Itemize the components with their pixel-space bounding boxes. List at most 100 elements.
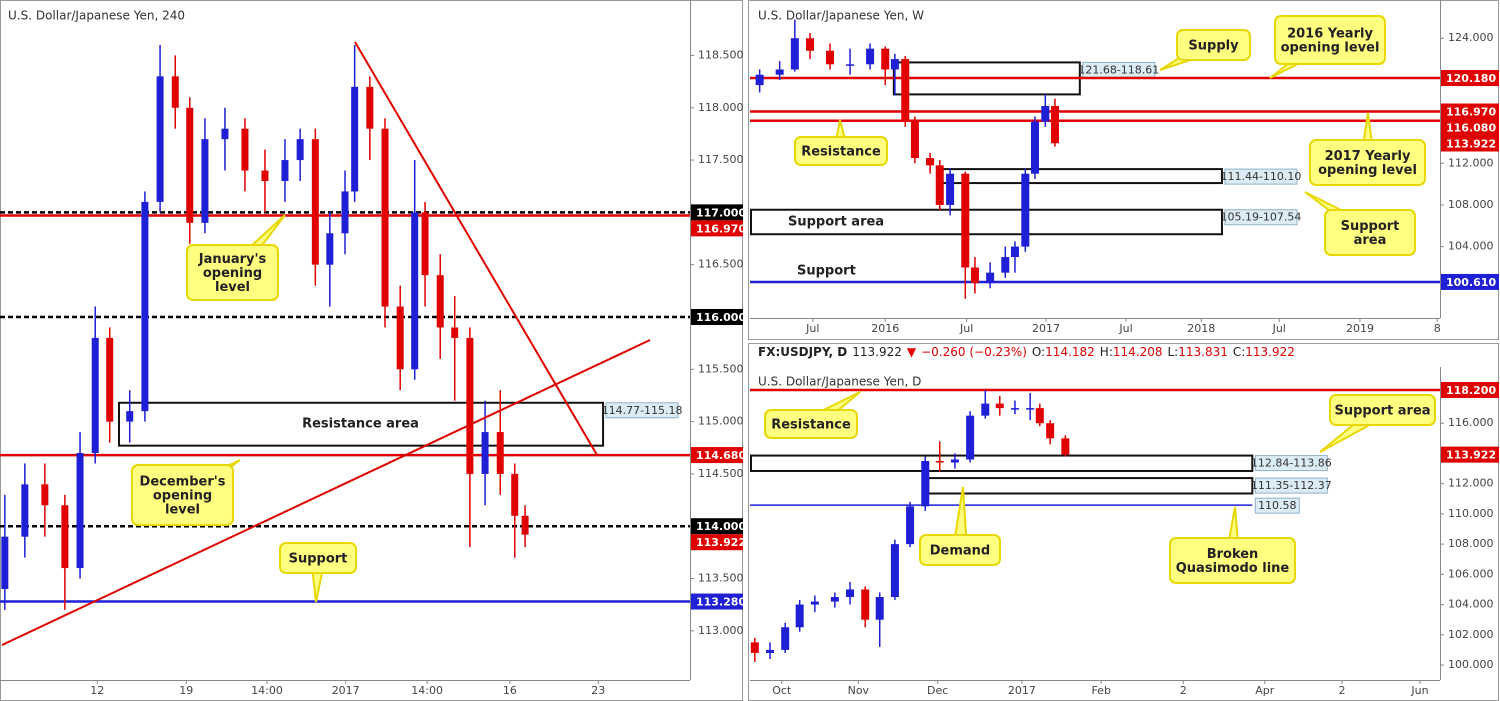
- candle-body: [1041, 105, 1050, 122]
- callout-text: December's: [140, 475, 226, 490]
- candle-body: [296, 139, 304, 161]
- x-tick-label: Nov: [848, 684, 870, 697]
- price-tag-label: 114.000: [696, 520, 746, 533]
- callout: Resistance: [794, 119, 888, 166]
- x-tick-label: 19: [179, 684, 193, 697]
- candle-body: [790, 38, 799, 70]
- price-tag: 114.000: [691, 518, 746, 535]
- candle-body: [970, 267, 979, 284]
- y-tick-label: 106.000: [1448, 567, 1494, 580]
- candle-body: [795, 604, 804, 628]
- y-tick-label: 113.000: [698, 624, 744, 637]
- candle-body: [921, 461, 930, 507]
- price-tag-label: 116.000: [696, 311, 746, 324]
- price-tag-label: 113.922: [1446, 449, 1496, 462]
- callout-box: [131, 464, 234, 526]
- callout-text: Broken: [1207, 547, 1259, 562]
- level-tag: 110.58: [1254, 497, 1300, 514]
- zone-tag-box: [1254, 455, 1328, 472]
- price-tag: 114.680: [691, 447, 746, 464]
- zone-tag-label: 112.84-113.86: [1251, 457, 1332, 470]
- price-tag-label: 120.180: [1446, 72, 1496, 85]
- price-tag-box: [1441, 135, 1499, 152]
- x-tick-label: 14:00: [411, 684, 443, 697]
- x-tick-label: Jun: [1410, 684, 1428, 697]
- candle-body: [1046, 423, 1055, 439]
- candle-body: [866, 48, 875, 65]
- candle-body: [326, 233, 334, 265]
- price-tag-box: [1441, 70, 1499, 87]
- price-tag-label: 118.200: [1446, 384, 1496, 397]
- candle-body: [91, 337, 99, 453]
- zone-tag: 114.77-115.18: [602, 402, 683, 419]
- candle-body: [496, 432, 504, 474]
- price-tag-box: [691, 204, 743, 221]
- ohlc-name: L:: [1168, 345, 1179, 359]
- zone-text: Support area: [788, 214, 884, 229]
- candle-body: [781, 627, 790, 650]
- callout: Resistance: [764, 391, 861, 439]
- candle-body: [436, 275, 444, 328]
- candle-body: [846, 589, 855, 598]
- zone-tag-box: [1224, 209, 1298, 226]
- y-tick-label: 112.000: [1448, 477, 1494, 490]
- candle-body: [1010, 246, 1019, 258]
- x-tick-label: 2018: [1187, 322, 1215, 335]
- candle-body: [846, 64, 855, 66]
- y-tick-label: 114.500: [698, 467, 744, 480]
- zone-tag-label: 111.35-112.37: [1251, 479, 1332, 492]
- price-tag-box: [691, 308, 743, 325]
- panel-title: U.S. Dollar/Japanese Yen, D: [758, 375, 921, 389]
- candle-body: [1061, 438, 1070, 455]
- price-tag-box: [1441, 381, 1499, 398]
- ohlc-value: 113.922: [1245, 345, 1295, 359]
- price-tag-label: 113.922: [696, 536, 746, 549]
- candle-body: [106, 337, 114, 422]
- candle-body: [810, 601, 819, 605]
- panel-title: U.S. Dollar/Japanese Yen, W: [758, 9, 924, 23]
- callout-text: level: [165, 503, 200, 518]
- x-tick-label: Apr: [1255, 684, 1275, 697]
- callout-box: [1329, 394, 1436, 426]
- callout-text: Quasimodo line: [1176, 561, 1290, 576]
- candle-body: [511, 473, 519, 516]
- candle-body: [881, 48, 890, 70]
- candle-body: [351, 86, 359, 192]
- zone-tag-label: 114.77-115.18: [602, 404, 683, 417]
- candle-body: [61, 505, 69, 569]
- callout-box: [1274, 15, 1386, 65]
- x-tick-label: 2019: [1346, 322, 1374, 335]
- candle-body: [995, 403, 1004, 409]
- level-tag-box: [1254, 497, 1300, 514]
- y-tick-label: 118.000: [698, 101, 744, 114]
- price-tag-box: [691, 220, 743, 237]
- candle-body: [1001, 257, 1010, 273]
- ohlc-name: H:: [1100, 345, 1113, 359]
- zone-tag: 111.44-110.10: [1220, 168, 1301, 185]
- price-tag: 116.000: [691, 308, 746, 325]
- candle-body: [481, 432, 489, 474]
- candle-body: [775, 69, 784, 75]
- candle-body: [1010, 408, 1019, 410]
- callout-box: [279, 542, 357, 574]
- zone-tag-box: [605, 402, 679, 419]
- price-tag-label: 100.610: [1446, 276, 1496, 289]
- price-tag: 113.280: [691, 593, 746, 610]
- candle-body: [76, 452, 84, 569]
- ohlc-value: 113.831: [1178, 345, 1228, 359]
- candle-body: [341, 191, 349, 234]
- candle-body: [421, 212, 429, 276]
- panel-title: U.S. Dollar/Japanese Yen, 240: [8, 9, 185, 23]
- candle-body: [141, 201, 149, 412]
- candle-body: [281, 160, 289, 181]
- price-tag: 116.970: [1441, 103, 1499, 120]
- zone-tag-box: [1224, 168, 1298, 185]
- candle-body: [396, 306, 404, 370]
- y-tick-label: 112.000: [1448, 156, 1494, 169]
- candle-body: [41, 484, 49, 506]
- candle-body: [451, 327, 459, 338]
- price-tag-box: [1441, 446, 1499, 463]
- y-tick-label: 117.500: [698, 153, 744, 166]
